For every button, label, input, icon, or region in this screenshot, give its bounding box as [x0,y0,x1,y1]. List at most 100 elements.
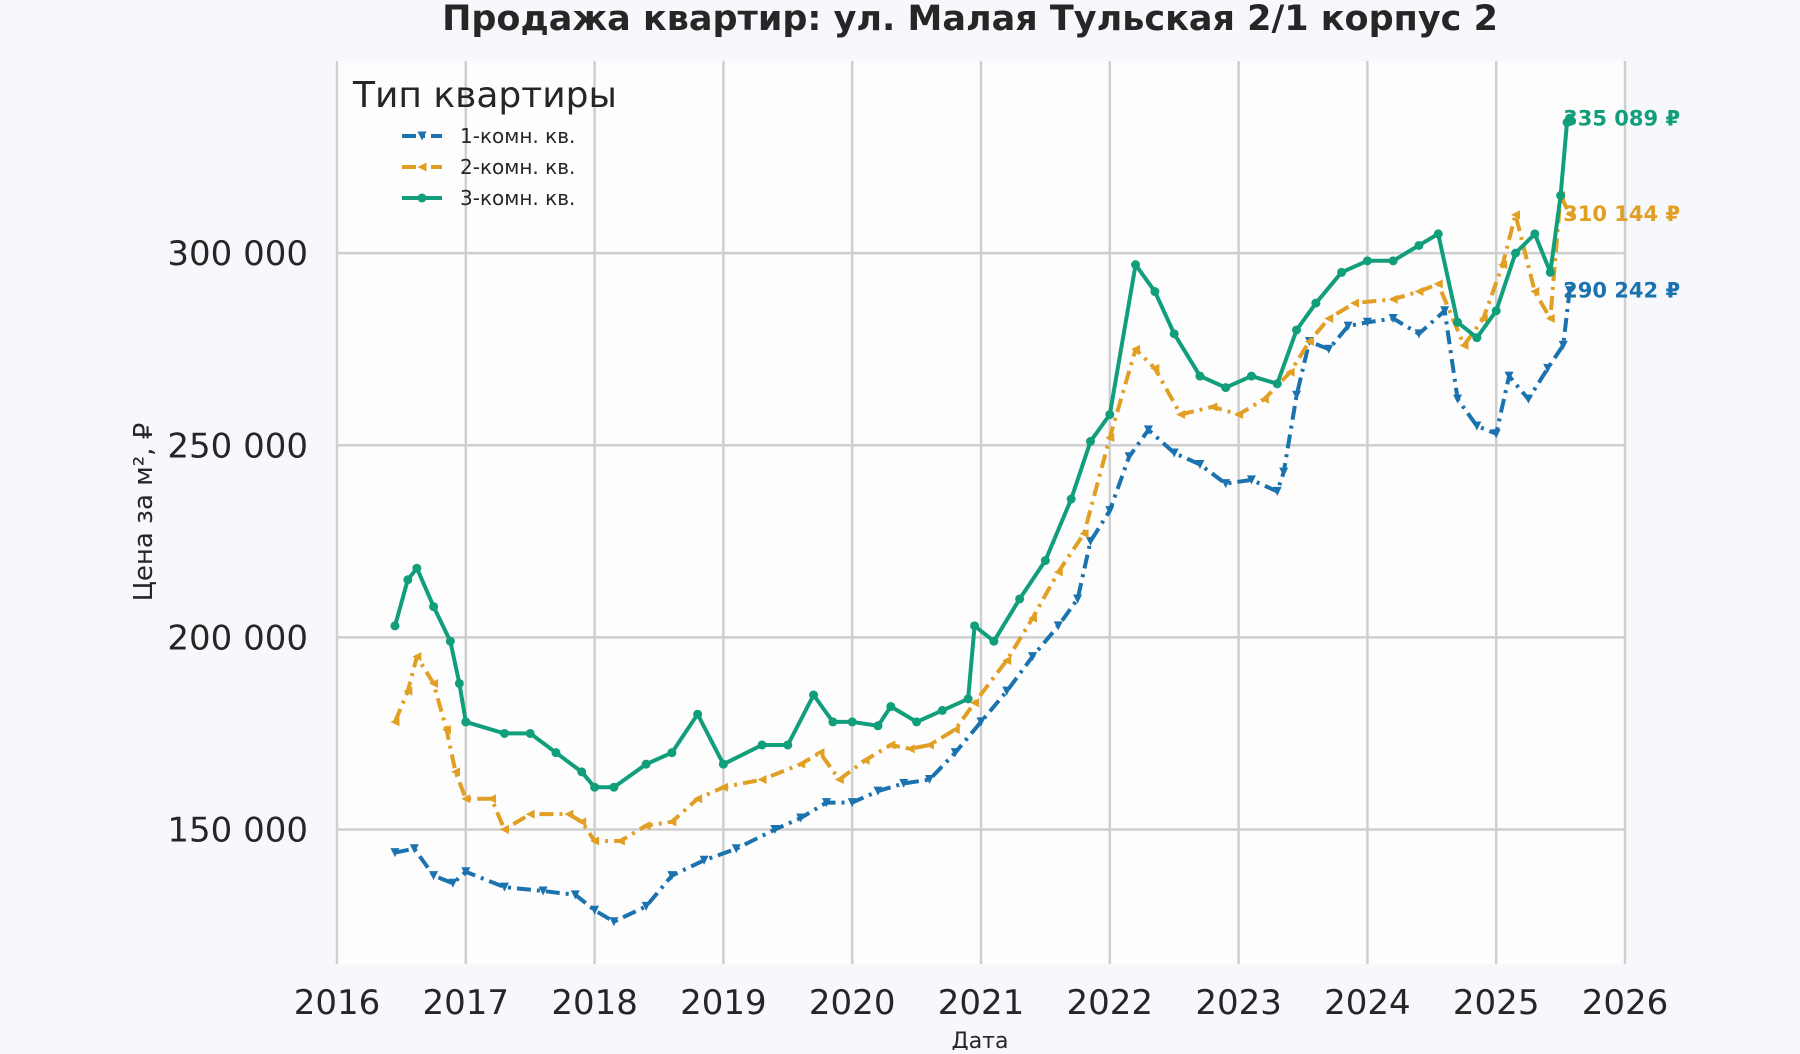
data-point [1530,287,1540,297]
data-point [1234,410,1244,420]
data-point [1558,340,1568,350]
data-point [1511,210,1521,220]
data-point [1124,452,1134,462]
data-point [590,905,600,915]
data-point [1504,371,1514,381]
data-point [1169,329,1179,339]
data-point [577,767,587,777]
series-end-label: 335 089 ₽ [1563,106,1680,130]
data-point [1105,410,1115,420]
data-point [1028,613,1038,623]
x-tick-label: 2024 [1324,983,1411,1023]
data-point [403,686,413,696]
data-point [1491,429,1501,439]
data-point [1169,448,1179,458]
data-point [1285,367,1295,377]
data-point [1131,344,1141,354]
data-point [1272,486,1282,496]
data-point [1304,337,1314,347]
data-point [1565,209,1575,219]
data-point [1498,260,1508,270]
data-point [1246,475,1256,485]
y-tick-label: 200 000 [167,618,308,658]
data-point [1208,402,1218,412]
data-point [487,794,497,804]
data-point [390,848,400,858]
data-point [1414,329,1424,339]
x-tick-label: 2022 [1067,983,1154,1023]
data-point [1195,371,1205,381]
data-point [417,193,427,203]
data-point [809,690,819,700]
series-line [394,290,1572,924]
data-point [1150,287,1160,297]
data-point [1433,229,1443,239]
data-point [461,867,471,877]
data-point [1362,256,1372,266]
data-point [1491,306,1501,316]
data-point [1105,506,1115,516]
data-point [1388,313,1398,323]
data-point [886,740,896,750]
data-point [1337,267,1347,277]
data-point [417,162,427,172]
data-point [1478,313,1488,323]
y-tick-label: 300 000 [167,234,308,274]
data-point [924,740,934,750]
data-point [417,131,427,141]
data-point [1195,459,1205,469]
data-point [1259,394,1269,404]
data-point [1040,556,1050,566]
data-point [1053,567,1063,577]
data-point [1131,260,1141,270]
data-point [1511,248,1521,258]
data-point [1459,340,1469,350]
data-point [828,717,838,727]
data-point [912,717,922,727]
data-point [445,636,455,646]
data-point [1565,113,1575,123]
data-point [429,871,439,881]
data-point [1388,256,1398,266]
data-point [615,836,625,846]
data-point [1556,190,1566,200]
data-point [886,702,896,712]
data-point [1311,298,1321,308]
data-point [667,748,677,758]
data-point [525,728,535,738]
data-point [731,844,741,854]
series-end-label: 310 144 ₽ [1563,202,1680,226]
legend-title: Тип квартиры [352,75,617,116]
series-group [390,113,1575,927]
data-point [450,767,460,777]
data-point [757,740,767,750]
y-axis-label: Цена за м², ₽ [129,423,159,602]
data-point [1472,421,1482,431]
data-point [1523,394,1533,404]
data-point [693,794,703,804]
data-point [577,817,587,827]
x-tick-label: 2025 [1453,983,1540,1023]
data-point [590,836,600,846]
data-point [1272,379,1282,389]
x-tick-label: 2019 [680,983,767,1023]
legend-label: 3-комн. кв. [460,186,575,210]
data-point [1472,333,1482,343]
legend-label: 1-комн. кв. [460,124,575,148]
data-point [1433,279,1443,289]
legend-label: 2-комн. кв. [460,155,575,179]
data-point [847,717,857,727]
data-point [609,782,619,792]
data-point [499,728,509,738]
series-3 [390,113,1575,792]
x-tick-label: 2018 [551,983,638,1023]
y-tick-label: 250 000 [167,426,308,466]
data-point [1440,306,1450,316]
data-point [429,678,439,688]
data-point [564,809,574,819]
data-point [1143,425,1153,435]
data-point [989,636,999,646]
x-tick-label: 2021 [938,983,1025,1023]
data-point [1221,479,1231,489]
